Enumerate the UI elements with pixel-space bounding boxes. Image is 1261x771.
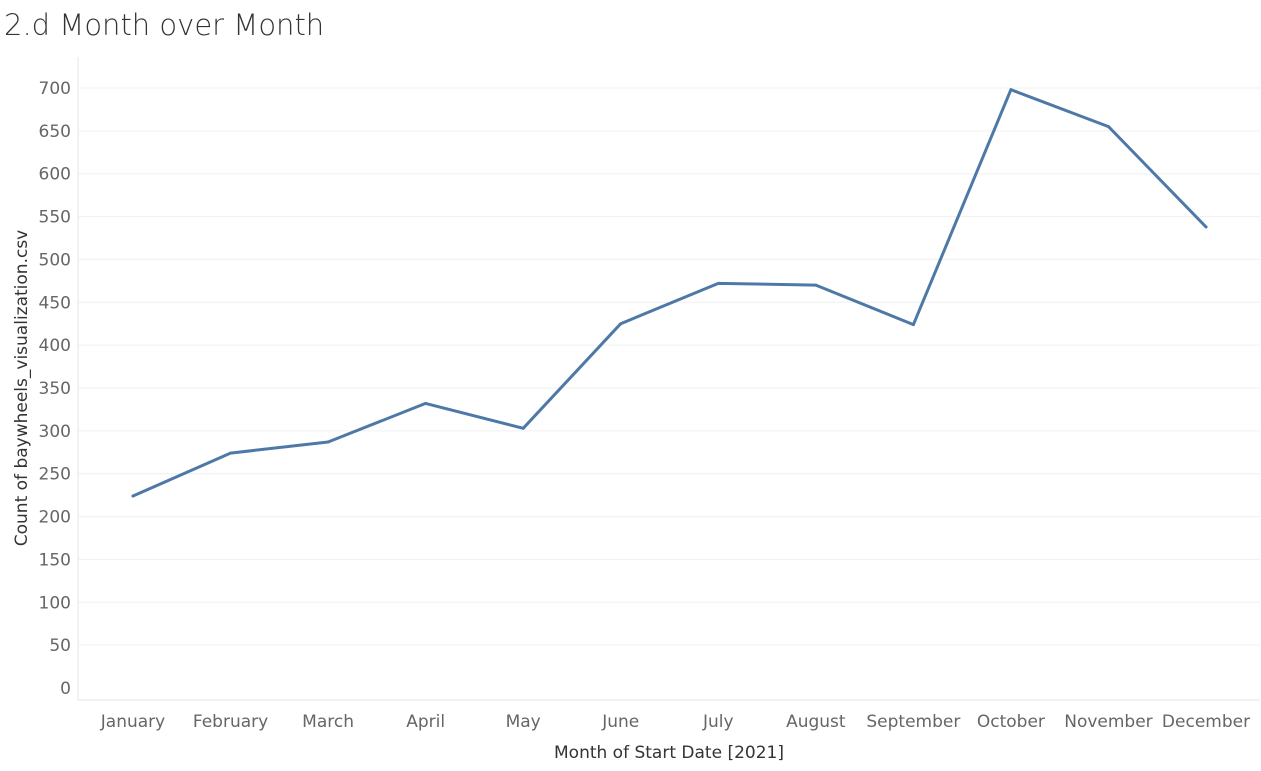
data-point[interactable] (229, 451, 233, 455)
x-tick-label: April (406, 712, 445, 732)
y-tick-label: 550 (39, 208, 71, 228)
data-point[interactable] (1204, 225, 1208, 229)
y-tick-label: 500 (39, 250, 71, 270)
y-tick-label: 450 (39, 293, 71, 313)
x-tick-label: November (1064, 712, 1152, 732)
x-tick-label: September (866, 712, 960, 732)
data-point[interactable] (814, 283, 818, 287)
series-layer (131, 88, 1208, 498)
data-point[interactable] (1009, 88, 1013, 92)
y-tick-label: 150 (39, 550, 71, 570)
y-tick-label: 350 (39, 379, 71, 399)
y-tick-label: 300 (39, 422, 71, 442)
data-point[interactable] (131, 494, 135, 498)
x-tick-labels: January February March April May June July Augu… (100, 712, 1250, 732)
x-tick-label: May (506, 712, 541, 732)
series-line (131, 88, 1208, 498)
chart-title: 2.d Month over Month (4, 8, 325, 42)
data-point[interactable] (521, 426, 525, 430)
y-tick-label: 250 (39, 465, 71, 485)
y-tick-label: 400 (39, 336, 71, 356)
y-tick-label: 650 (39, 122, 71, 142)
x-tick-label: December (1162, 712, 1250, 732)
y-tick-label: 50 (49, 636, 71, 656)
x-tick-label: January (100, 712, 165, 732)
y-tick-label: 700 (39, 79, 71, 99)
y-tick-labels: 0 50 100 150 200 250 300 350 400 450 500 550 600 650 7… (39, 79, 71, 699)
y-tick-label: 0 (60, 679, 71, 699)
y-axis-title: Count of baywheels_visualization.csv (12, 230, 32, 546)
y-tick-label: 200 (39, 508, 71, 528)
data-point[interactable] (619, 322, 623, 326)
x-tick-label: October (977, 712, 1045, 732)
data-point[interactable] (911, 323, 915, 327)
data-point[interactable] (424, 401, 428, 405)
x-tick-label: February (193, 712, 268, 732)
data-point[interactable] (716, 281, 720, 285)
axes (77, 57, 1260, 701)
x-tick-label: July (702, 712, 734, 732)
data-point[interactable] (1106, 125, 1110, 129)
x-axis-title: Month of Start Date [2021] (554, 743, 784, 763)
x-tick-label: March (302, 712, 354, 732)
data-point[interactable] (326, 440, 330, 444)
x-tick-label: August (786, 712, 846, 732)
y-tick-label: 600 (39, 165, 71, 185)
x-tick-label: June (601, 712, 639, 732)
gridlines (78, 87, 1260, 646)
y-tick-label: 100 (39, 593, 71, 613)
